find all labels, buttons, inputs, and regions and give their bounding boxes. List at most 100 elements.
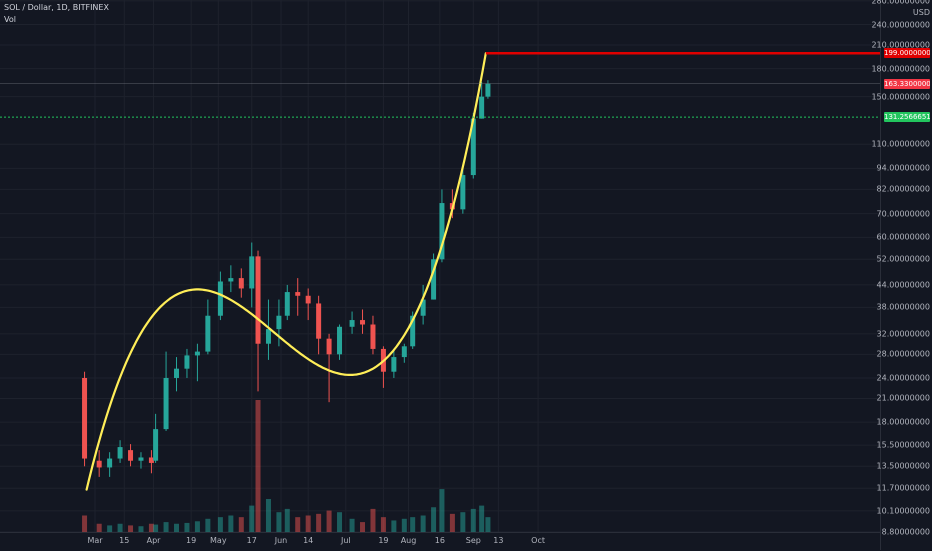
chart-area[interactable]: SOL / Dollar, 1D, BITFINEX Vol [0, 0, 880, 533]
candle-body [217, 281, 223, 316]
volume-bar [439, 489, 445, 532]
candle-body [326, 338, 332, 355]
candle-body [255, 256, 261, 344]
candle-body [420, 299, 426, 316]
time-tick-label: Mar [87, 536, 103, 545]
volume-bar [265, 499, 271, 532]
volume-bar [326, 510, 332, 532]
price-tick-label: 8.80000000 [881, 527, 930, 537]
target-price-badge: 199.00000000 [884, 48, 930, 59]
time-tick-label: 17 [246, 536, 257, 545]
candle-body [360, 320, 366, 325]
support-price-badge: 131.25666518 [884, 112, 930, 123]
volume-bar [163, 522, 169, 532]
price-tick-label: 28.00000000 [876, 349, 930, 359]
volume-bar [148, 523, 154, 532]
price-tick-label: 82.00000000 [876, 184, 930, 194]
time-tick-label: Apr [146, 536, 161, 545]
candle-body [228, 278, 234, 282]
time-tick-label: 19 [186, 536, 197, 545]
price-tick-label: 44.00000000 [876, 280, 930, 290]
price-tick-label: 210.00000000 [871, 40, 930, 50]
candle-body [370, 324, 376, 349]
price-tick-label: 94.00000000 [876, 163, 930, 173]
price-tick-label: 10.10000000 [876, 506, 930, 516]
candle-body [265, 329, 271, 344]
symbol-title: SOL / Dollar, 1D, BITFINEX [4, 3, 109, 12]
candle-body [349, 320, 355, 327]
candle-body [439, 203, 445, 260]
time-tick-label: Jul [340, 536, 351, 545]
price-axis[interactable]: USD 280.00000000 240.00000000 210.00000000… [871, 0, 932, 550]
volume-bar [449, 513, 455, 532]
volume-bar [174, 523, 180, 532]
candle-body [138, 457, 144, 461]
candle-body [163, 377, 169, 430]
volume-bar [295, 517, 301, 532]
price-tick-label: 60.00000000 [876, 232, 930, 242]
candlestick-chart[interactable] [0, 0, 880, 533]
price-tick-label: 150.00000000 [871, 92, 930, 102]
candle-body [305, 295, 311, 304]
candle-body [153, 429, 159, 461]
volume-bar [485, 517, 491, 532]
time-tick-label: 13 [493, 536, 504, 545]
volume-bar [349, 518, 355, 532]
volume-bar [228, 515, 234, 532]
time-tick-label: 16 [434, 536, 445, 545]
volume-bar [337, 512, 343, 532]
candle-body [82, 377, 88, 459]
candle-body [107, 458, 113, 468]
parabolic-curve [85, 52, 487, 491]
candle-body [479, 96, 485, 119]
volume-bar [153, 524, 159, 532]
price-tick-label: 70.00000000 [876, 209, 930, 219]
volume-bar [276, 512, 282, 532]
volume-indicator-label: Vol [4, 15, 16, 24]
price-tick-label: 18.00000000 [876, 417, 930, 427]
volume-bar [205, 518, 211, 532]
volume-bar [401, 518, 407, 532]
candle-body [205, 315, 211, 352]
volume-bar [380, 517, 386, 532]
volume-bar [284, 508, 290, 532]
volume-bar [96, 523, 102, 532]
volume-bar [391, 520, 397, 532]
candle-body [117, 447, 123, 459]
volume-bar [82, 515, 88, 532]
volume-bar [238, 517, 244, 532]
volume-bar [410, 517, 416, 532]
candle-body [284, 292, 290, 316]
price-tick-label: 110.00000000 [871, 139, 930, 149]
candle-body [184, 355, 190, 369]
time-axis[interactable]: Mar 15 Apr 19 May 17 Jun 14 Jul 19 Aug 16 Sep 13 Oct [0, 532, 880, 551]
price-tick-label: 180.00000000 [871, 64, 930, 74]
candle-body [337, 326, 343, 355]
time-tick-label: 15 [119, 536, 130, 545]
time-tick-label: May [210, 536, 227, 545]
last-price-badge: 163.33000000 [884, 78, 930, 89]
candle-body [96, 460, 102, 468]
volume-bar [184, 522, 190, 532]
volume-bar [117, 523, 123, 532]
candle-body [295, 292, 301, 296]
price-tick-label: 32.00000000 [876, 329, 930, 339]
time-tick-label: 19 [378, 536, 389, 545]
volume-bar [420, 515, 426, 532]
volume-bar [360, 522, 366, 532]
candle-body [401, 346, 407, 358]
candle-body [249, 256, 255, 289]
price-tick-label: 11.70000000 [876, 483, 930, 493]
candle-body [316, 303, 322, 339]
candle-body [148, 457, 154, 463]
time-tick-label: Jun [274, 536, 288, 545]
volume-bar [431, 507, 437, 532]
price-tick-label: 24.00000000 [876, 373, 930, 383]
price-tick-label: 52.00000000 [876, 254, 930, 264]
volume-bar [107, 525, 113, 532]
currency-label: USD [912, 8, 930, 17]
volume-bar [305, 515, 311, 532]
volume-bar [479, 505, 485, 532]
volume-bar [249, 505, 255, 532]
volume-bar [194, 521, 200, 532]
